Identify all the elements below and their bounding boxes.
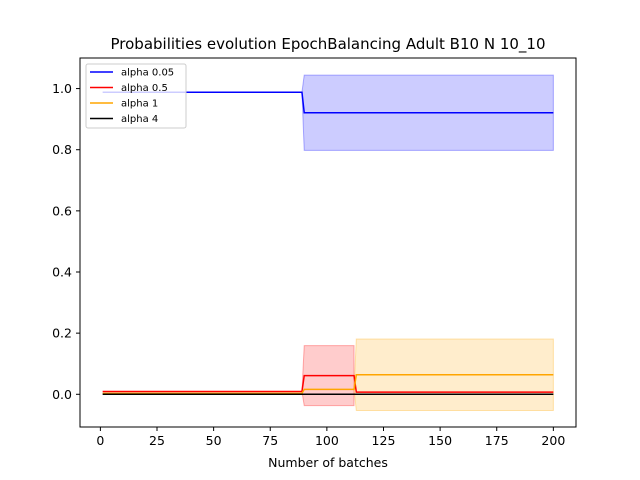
x-tick-label: 175 xyxy=(485,433,509,448)
y-axis: 0.0 0.2 0.4 0.6 0.8 1.0 xyxy=(52,81,80,402)
x-tick-label: 25 xyxy=(149,433,165,448)
x-tick-label: 50 xyxy=(206,433,222,448)
x-axis-title: Number of batches xyxy=(268,455,388,470)
chart-title: Probabilities evolution EpochBalancing A… xyxy=(111,35,546,54)
legend: alpha 0.05 alpha 0.5 alpha 1 alpha 4 xyxy=(85,63,187,129)
y-tick-label: 0.6 xyxy=(52,203,72,218)
y-tick-label: 0.0 xyxy=(52,387,72,402)
x-axis: 0 25 50 75 100 125 150 175 200 xyxy=(96,427,565,448)
x-tick-label: 75 xyxy=(262,433,278,448)
line-series-1 xyxy=(102,374,554,393)
series-lines xyxy=(102,91,554,396)
legend-label-series-0: alpha 0.05 xyxy=(121,68,174,79)
y-tick-label: 0.8 xyxy=(52,142,72,157)
legend-label-series-1: alpha 0.5 xyxy=(121,83,168,94)
x-tick-label: 100 xyxy=(315,433,339,448)
x-tick-label: 150 xyxy=(428,433,452,448)
legend-entries: alpha 0.05 alpha 0.5 alpha 1 alpha 4 xyxy=(90,68,174,125)
plot-area-frame xyxy=(79,57,577,428)
legend-label-series-2: alpha 1 xyxy=(121,99,158,110)
y-tick-label: 0.4 xyxy=(52,265,72,280)
line-series-0 xyxy=(102,91,554,114)
legend-label-series-3: alpha 4 xyxy=(121,114,158,125)
x-tick-label: 0 xyxy=(96,433,104,448)
x-tick-label: 200 xyxy=(541,433,565,448)
legend-box xyxy=(85,63,187,129)
y-tick-label: 0.2 xyxy=(52,326,72,341)
line-series-2 xyxy=(102,373,554,395)
y-tick-label: 1.0 xyxy=(52,81,72,96)
x-tick-label: 125 xyxy=(372,433,396,448)
